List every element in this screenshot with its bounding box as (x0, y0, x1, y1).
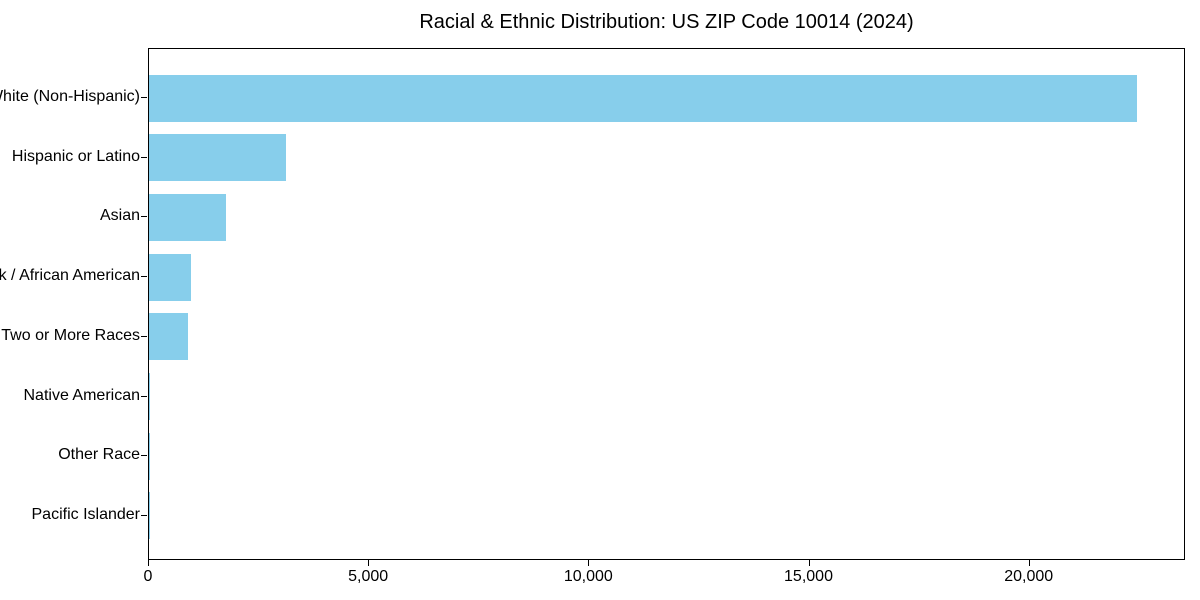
bar-asian (149, 193, 226, 241)
y-axis-tick (141, 97, 147, 98)
x-axis-tick (808, 560, 810, 566)
y-axis-tick (141, 514, 147, 516)
y-axis-label: Native American (23, 386, 141, 404)
x-axis-tick (588, 560, 590, 566)
y-axis-tick (141, 156, 147, 158)
x-axis-tick (1028, 560, 1030, 566)
plot-area (148, 48, 1185, 560)
y-axis-tick (141, 276, 147, 278)
x-axis-tick-label: 5,000 (348, 568, 389, 585)
y-axis-tick (141, 216, 147, 218)
bar-two-or-more-races (149, 313, 189, 361)
bar-hispanic-or-latino (149, 134, 287, 182)
y-axis-label: Asian (99, 207, 140, 225)
x-axis-tick-label: 20,000 (1004, 568, 1054, 585)
y-axis-label: Hispanic or Latino (11, 147, 140, 165)
bar-pacific-islander (149, 492, 150, 540)
bar-other-race (149, 432, 151, 480)
bar-black-african-american (149, 253, 192, 301)
y-axis-tick (141, 335, 147, 337)
x-axis-tick (148, 560, 149, 566)
y-axis-label: Black / African American (0, 267, 140, 285)
y-axis-tick (141, 455, 147, 457)
y-axis-tick (141, 395, 147, 397)
y-axis-label: White (Non-Hispanic) (0, 88, 140, 105)
x-axis-tick-label: 15,000 (784, 568, 833, 585)
chart-title: Racial & Ethnic Distribution: US ZIP Cod… (419, 11, 914, 33)
x-axis-tick-label: 10,000 (563, 568, 613, 585)
bar-native-american (149, 373, 151, 421)
plot-inner (149, 49, 1184, 559)
y-axis-label: Two or More Races (1, 326, 140, 344)
x-axis-tick-label: 0 (143, 568, 153, 585)
x-axis-tick (368, 560, 370, 566)
y-axis-label: Pacific Islander (31, 505, 141, 523)
bar-white-non-hispanic (149, 74, 1137, 122)
y-axis-label: Other Race (58, 446, 140, 464)
